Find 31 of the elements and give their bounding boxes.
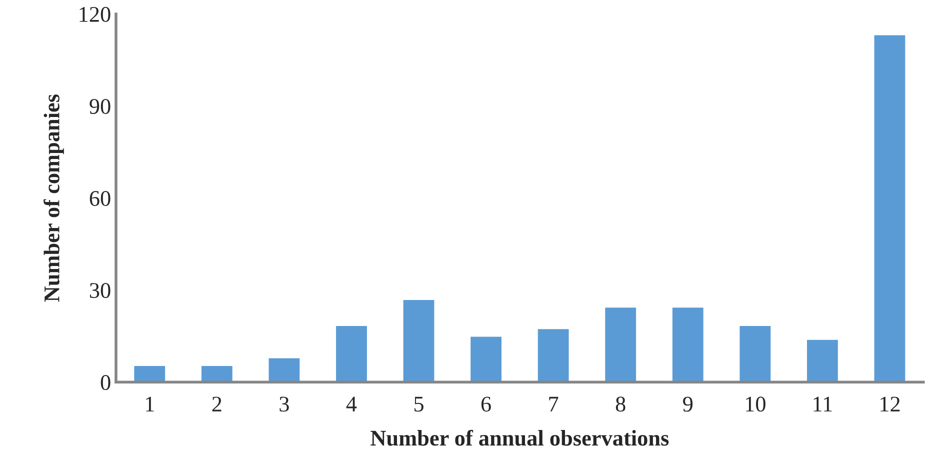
bar (334, 324, 368, 382)
x-axis-title: Number of annual observations (370, 430, 669, 446)
bar (806, 338, 840, 382)
x-tick-label: 11 (814, 396, 832, 412)
x-tick-label: 9 (683, 396, 693, 412)
x-tick-label: 7 (549, 396, 558, 412)
bar (469, 335, 503, 382)
x-tick-label: 10 (746, 396, 766, 412)
bar (671, 306, 705, 382)
x-tick-label: 4 (346, 396, 357, 412)
bar (872, 34, 907, 382)
x-tick-label: 8 (616, 396, 626, 412)
x-tick-label: 5 (414, 396, 424, 412)
bar (604, 306, 638, 382)
bar (738, 324, 772, 382)
bar (200, 364, 234, 382)
y-axis-title: Number of companies (44, 94, 64, 302)
bar (132, 364, 166, 382)
x-tick-label: 6 (481, 396, 491, 412)
x-tick-label: 12 (880, 396, 900, 412)
y-tick-label: 30 (90, 283, 110, 298)
bar (536, 328, 570, 382)
bar (267, 356, 302, 382)
x-tick-label: 1 (146, 396, 154, 412)
y-tick-label: 90 (90, 98, 110, 114)
y-tick-label: 120 (80, 6, 110, 22)
x-tick-label: 2 (212, 396, 222, 412)
x-tick-label: 3 (280, 396, 289, 412)
bar (402, 298, 436, 382)
y-tick-label: 0 (100, 375, 110, 390)
y-tick-label: 60 (90, 190, 110, 206)
